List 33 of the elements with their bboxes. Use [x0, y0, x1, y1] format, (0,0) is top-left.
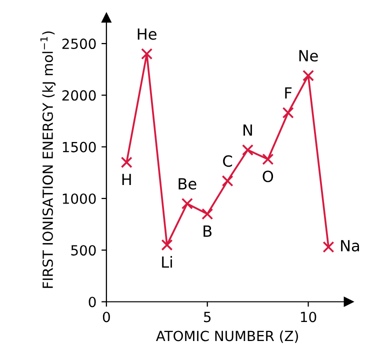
annotation: Ne — [299, 50, 318, 62]
point — [202, 208, 214, 220]
annotation: Li — [162, 256, 172, 268]
point — [302, 70, 314, 82]
point — [222, 175, 234, 187]
annotation: B — [204, 226, 212, 237]
y-axis-title: FIRST IONISATION ENERGY (kJ mol$^{−1}$) — [40, 31, 56, 288]
x-tick-label: 10 — [300, 312, 316, 322]
x-tick-label: 0 — [102, 312, 110, 322]
point — [120, 156, 132, 168]
annotation: O — [262, 170, 274, 182]
annotation: N — [244, 124, 252, 136]
point — [322, 241, 334, 253]
y-tick-label: 0 — [88, 296, 96, 308]
annotation: He — [138, 28, 156, 40]
annotation: F — [285, 87, 292, 98]
y-tick-label: 2500 — [62, 38, 96, 50]
annotation: C — [223, 155, 232, 167]
point — [161, 239, 173, 251]
x-axis-title: ATOMIC NUMBER (Z) — [156, 330, 298, 343]
annotation: H — [122, 174, 131, 186]
y-tick-label: 500 — [71, 245, 96, 256]
y-tick-label: 1500 — [62, 142, 96, 152]
point — [181, 198, 193, 210]
y-tick-label: 1000 — [62, 193, 96, 204]
point — [242, 144, 254, 156]
annotation: Na — [341, 240, 359, 252]
x-tick-label: 5 — [204, 312, 211, 322]
point — [262, 153, 274, 165]
annotation: Be — [178, 178, 196, 190]
y-tick-label: 2000 — [62, 90, 96, 101]
point — [282, 106, 294, 119]
point — [141, 48, 153, 60]
